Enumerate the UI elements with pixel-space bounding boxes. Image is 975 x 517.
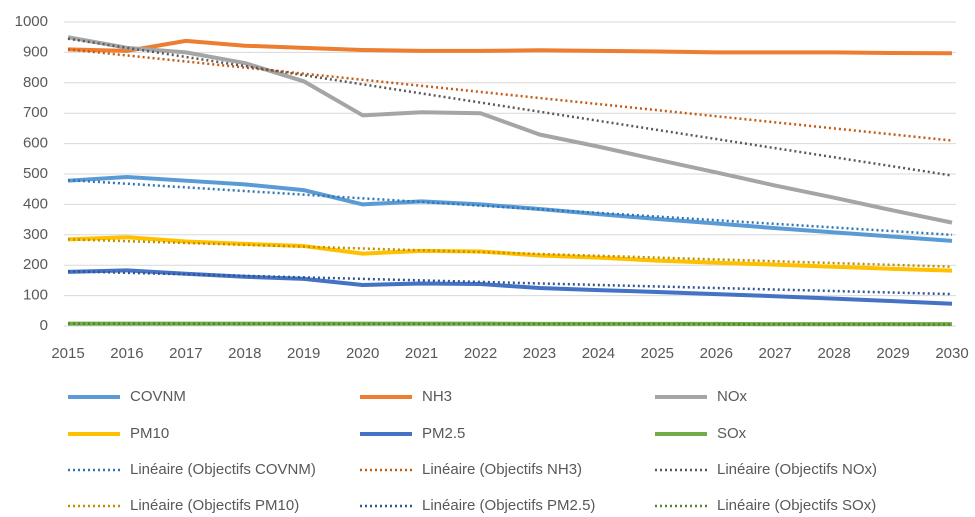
x-tick-label: 2030 <box>935 345 968 362</box>
series-line <box>67 268 953 306</box>
x-tick-label: 2024 <box>582 345 615 362</box>
legend-label: Linéaire (Objectifs NH3) <box>422 461 582 478</box>
x-tick-label: 2025 <box>641 345 674 362</box>
x-tick-label: 2017 <box>169 345 202 362</box>
series-line <box>67 48 953 142</box>
x-tick-label: 2028 <box>817 345 850 362</box>
y-tick-label: 700 <box>23 104 48 121</box>
legend-label: Linéaire (Objectifs SOx) <box>717 497 876 514</box>
legend-label: COVNM <box>130 388 186 405</box>
x-tick-label: 2026 <box>700 345 733 362</box>
y-tick-label: 1000 <box>15 13 48 30</box>
y-tick-label: 300 <box>23 226 48 243</box>
y-tick-label: 0 <box>40 317 48 334</box>
y-tick-label: 200 <box>23 256 48 273</box>
x-tick-label: 2029 <box>876 345 909 362</box>
y-tick-label: 500 <box>23 165 48 182</box>
series-line <box>67 270 953 296</box>
legend-label: PM2.5 <box>422 425 465 442</box>
y-tick-label: 900 <box>23 43 48 60</box>
series-line <box>67 37 953 177</box>
series-line <box>67 322 953 326</box>
y-tick-label: 100 <box>23 287 48 304</box>
legend-label: Linéaire (Objectifs NOx) <box>717 461 877 478</box>
legend-label: NOx <box>717 388 748 405</box>
series-line <box>67 35 953 225</box>
series-line <box>67 175 953 243</box>
x-tick-label: 2022 <box>464 345 497 362</box>
x-tick-label: 2023 <box>523 345 556 362</box>
x-tick-label: 2020 <box>346 345 379 362</box>
legend-label: NH3 <box>422 388 452 405</box>
series-line <box>67 38 953 56</box>
series-line <box>67 235 953 273</box>
y-tick-label: 800 <box>23 74 48 91</box>
x-tick-label: 2016 <box>110 345 143 362</box>
legend-label: Linéaire (Objectifs COVNM) <box>130 461 316 478</box>
y-tick-label: 400 <box>23 195 48 212</box>
x-tick-label: 2018 <box>228 345 261 362</box>
legend-label: Linéaire (Objectifs PM2.5) <box>422 497 595 514</box>
x-tick-label: 2027 <box>759 345 792 362</box>
legend-label: SOx <box>717 425 747 442</box>
x-tick-label: 2021 <box>405 345 438 362</box>
x-tick-label: 2015 <box>51 345 84 362</box>
legend-label: Linéaire (Objectifs PM10) <box>130 497 299 514</box>
y-tick-label: 600 <box>23 135 48 152</box>
legend-label: PM10 <box>130 425 169 442</box>
x-tick-label: 2019 <box>287 345 320 362</box>
